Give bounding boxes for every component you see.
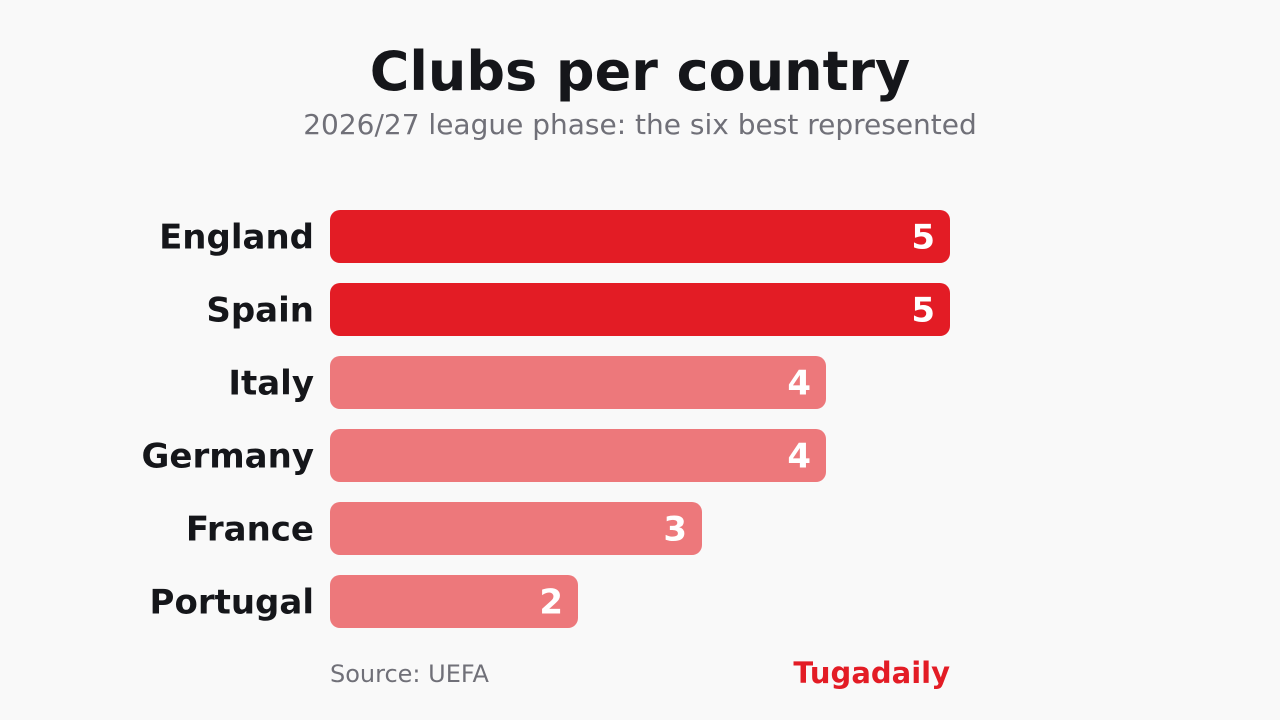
bar-germany [330,429,826,482]
value-label-england: 5 [911,218,935,258]
bar-portugal [330,575,578,628]
category-label-germany: Germany [142,437,314,477]
category-label-portugal: Portugal [150,583,314,623]
category-label-spain: Spain [206,291,314,331]
category-label-italy: Italy [228,364,314,404]
value-label-germany: 4 [787,437,811,477]
value-label-portugal: 2 [539,583,563,623]
bar-england [330,210,950,263]
source-note: Source: UEFA [330,660,489,688]
bar-spain [330,283,950,336]
bar-italy [330,356,826,409]
category-label-england: England [159,218,314,258]
value-label-spain: 5 [911,291,935,331]
category-label-france: France [186,510,314,550]
value-label-france: 3 [663,510,687,550]
bar-france [330,502,702,555]
chart-subtitle: 2026/27 league phase: the six best repre… [303,108,977,141]
brand-logo: Tugadaily [793,656,950,690]
chart-title: Clubs per country [369,40,911,103]
value-label-italy: 4 [787,364,811,404]
